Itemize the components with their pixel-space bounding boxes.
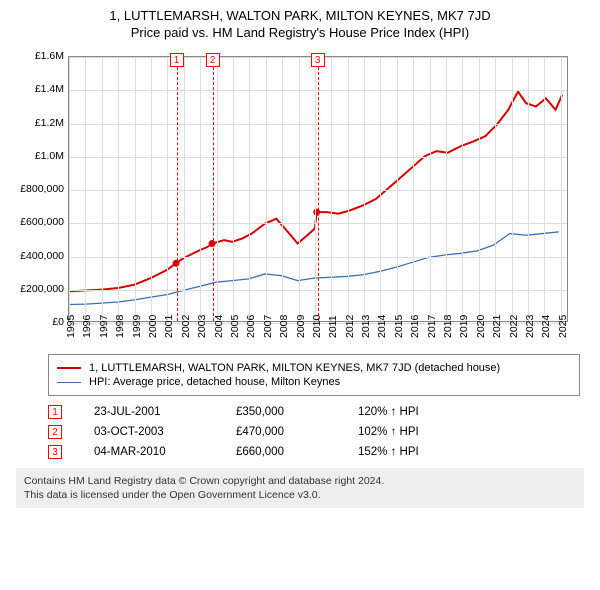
x-tick-label: 2019 bbox=[458, 315, 470, 338]
x-tick-label: 2008 bbox=[278, 315, 290, 338]
y-tick-label: £400,000 bbox=[20, 250, 64, 262]
plot-area: 1 2 3 £0 £200,000 £400,000 £600,000 £800,000 £1… bbox=[20, 50, 580, 350]
x-tick-label: 2007 bbox=[262, 315, 274, 338]
legend-row-hpi: HPI: Average price, detached house, Milt… bbox=[57, 376, 571, 388]
x-tick-label: 1995 bbox=[65, 315, 77, 338]
event-price: £470,000 bbox=[236, 426, 326, 438]
y-tick-label: £1.6M bbox=[20, 50, 64, 62]
event-marker-line bbox=[213, 57, 214, 321]
x-tick-label: 2014 bbox=[376, 315, 388, 338]
x-tick-label: 2001 bbox=[163, 315, 175, 338]
event-price: £660,000 bbox=[236, 446, 326, 458]
x-tick-label: 2002 bbox=[180, 315, 192, 338]
x-tick-label: 2009 bbox=[295, 315, 307, 338]
chart-title-subtitle: Price paid vs. HM Land Registry's House … bbox=[10, 25, 590, 40]
chart-title-block: 1, LUTTLEMARSH, WALTON PARK, MILTON KEYN… bbox=[0, 0, 600, 44]
x-tick-label: 2005 bbox=[229, 315, 241, 338]
legend-swatch-hpi bbox=[57, 382, 81, 383]
event-marker-box: 1 bbox=[170, 53, 184, 67]
x-tick-label: 2010 bbox=[311, 315, 323, 338]
x-tick-label: 2012 bbox=[344, 315, 356, 338]
x-tick-label: 2025 bbox=[557, 315, 569, 338]
event-marker-box: 3 bbox=[311, 53, 325, 67]
plot-inner: 1 2 3 bbox=[68, 56, 568, 322]
y-tick-label: £800,000 bbox=[20, 183, 64, 195]
legend-swatch-price bbox=[57, 367, 81, 369]
event-row: 2 03-OCT-2003 £470,000 102% ↑ HPI bbox=[48, 422, 580, 442]
legend-row-price: 1, LUTTLEMARSH, WALTON PARK, MILTON KEYN… bbox=[57, 362, 571, 374]
event-marker-box: 2 bbox=[206, 53, 220, 67]
events-table: 1 23-JUL-2001 £350,000 120% ↑ HPI 2 03-OCT-20… bbox=[48, 402, 580, 462]
x-tick-label: 2015 bbox=[393, 315, 405, 338]
event-delta: 102% ↑ HPI bbox=[358, 426, 468, 438]
attribution-box: Contains HM Land Registry data © Crown c… bbox=[16, 468, 584, 508]
attribution-line1: Contains HM Land Registry data © Crown c… bbox=[24, 474, 576, 488]
x-tick-label: 2021 bbox=[491, 315, 503, 338]
event-delta: 152% ↑ HPI bbox=[358, 446, 468, 458]
event-date: 03-OCT-2003 bbox=[94, 426, 204, 438]
x-tick-label: 2013 bbox=[360, 315, 372, 338]
y-tick-label: £200,000 bbox=[20, 283, 64, 295]
x-tick-label: 2006 bbox=[245, 315, 257, 338]
chart-title-address: 1, LUTTLEMARSH, WALTON PARK, MILTON KEYN… bbox=[10, 8, 590, 23]
event-price: £350,000 bbox=[236, 406, 326, 418]
y-tick-label: £1.0M bbox=[20, 150, 64, 162]
event-delta: 120% ↑ HPI bbox=[358, 406, 468, 418]
legend-label-hpi: HPI: Average price, detached house, Milt… bbox=[89, 376, 340, 388]
x-tick-label: 1996 bbox=[81, 315, 93, 338]
attribution-line2: This data is licensed under the Open Gov… bbox=[24, 488, 576, 502]
x-tick-label: 1999 bbox=[131, 315, 143, 338]
event-marker-line bbox=[318, 57, 319, 321]
x-tick-label: 2004 bbox=[213, 315, 225, 338]
y-tick-label: £0 bbox=[20, 316, 64, 328]
x-tick-label: 2022 bbox=[508, 315, 520, 338]
price-chart-container: 1, LUTTLEMARSH, WALTON PARK, MILTON KEYN… bbox=[0, 0, 600, 508]
x-tick-label: 2024 bbox=[540, 315, 552, 338]
x-tick-label: 1998 bbox=[114, 315, 126, 338]
event-date: 23-JUL-2001 bbox=[94, 406, 204, 418]
event-num-box: 2 bbox=[48, 425, 62, 439]
event-date: 04-MAR-2010 bbox=[94, 446, 204, 458]
event-num-box: 1 bbox=[48, 405, 62, 419]
x-tick-label: 2017 bbox=[426, 315, 438, 338]
x-tick-label: 2011 bbox=[327, 315, 339, 338]
x-tick-label: 2003 bbox=[196, 315, 208, 338]
event-num-box: 3 bbox=[48, 445, 62, 459]
x-tick-label: 2000 bbox=[147, 315, 159, 338]
y-tick-label: £1.2M bbox=[20, 117, 64, 129]
x-tick-label: 2016 bbox=[409, 315, 421, 338]
legend-label-price: 1, LUTTLEMARSH, WALTON PARK, MILTON KEYN… bbox=[89, 362, 500, 374]
x-tick-label: 2023 bbox=[524, 315, 536, 338]
legend-box: 1, LUTTLEMARSH, WALTON PARK, MILTON KEYN… bbox=[48, 354, 580, 396]
event-row: 1 23-JUL-2001 £350,000 120% ↑ HPI bbox=[48, 402, 580, 422]
event-row: 3 04-MAR-2010 £660,000 152% ↑ HPI bbox=[48, 442, 580, 462]
y-tick-label: £600,000 bbox=[20, 216, 64, 228]
event-marker-line bbox=[177, 57, 178, 321]
x-tick-label: 2020 bbox=[475, 315, 487, 338]
x-tick-label: 1997 bbox=[98, 315, 110, 338]
x-tick-label: 2018 bbox=[442, 315, 454, 338]
y-tick-label: £1.4M bbox=[20, 83, 64, 95]
